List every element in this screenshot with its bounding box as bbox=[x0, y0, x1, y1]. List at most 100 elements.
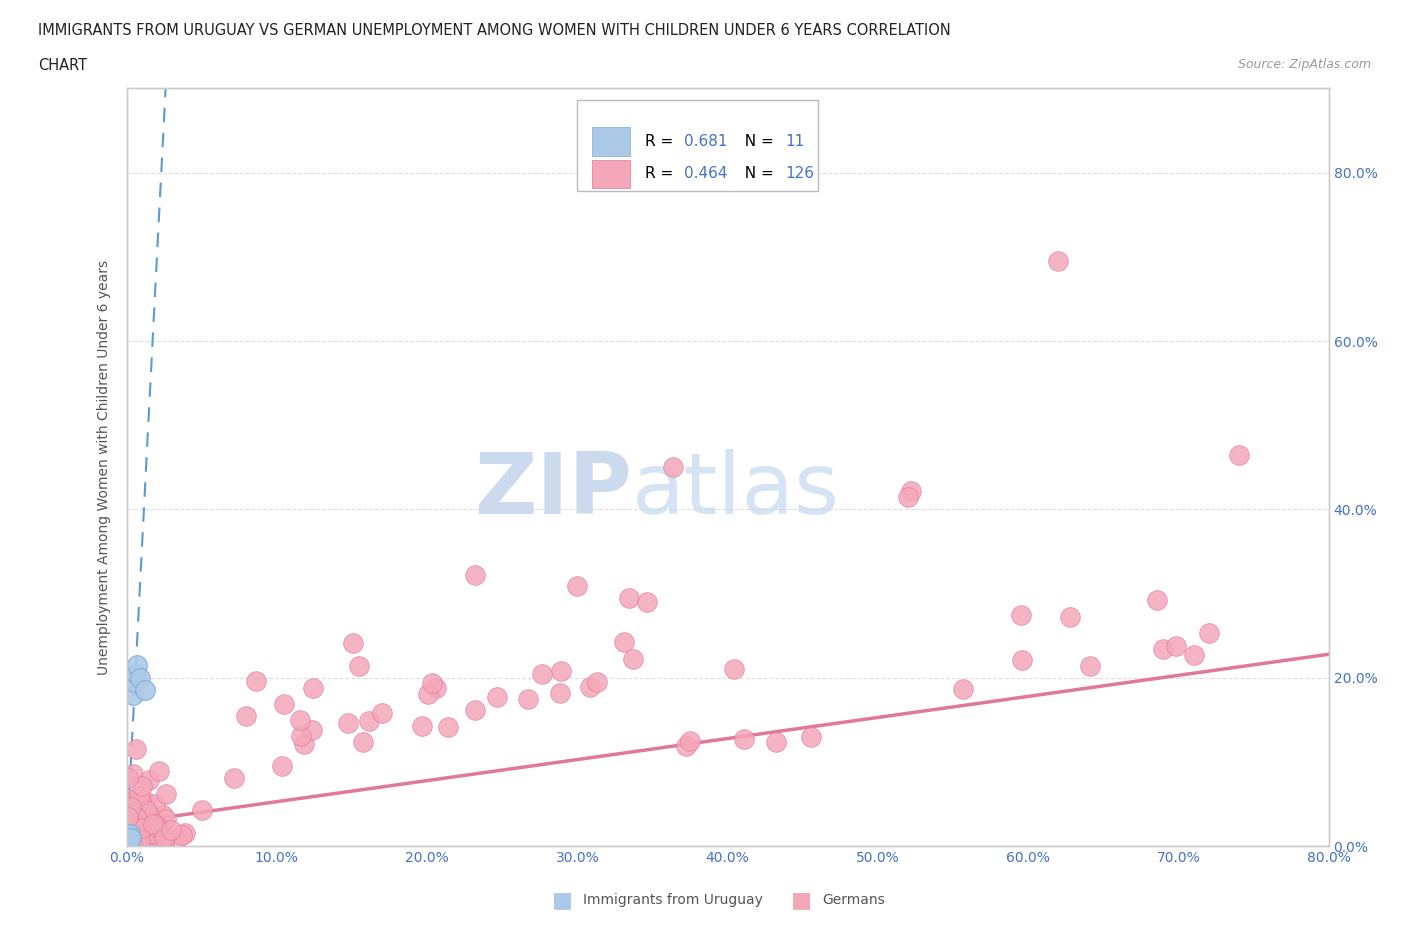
Point bbox=[118, 829, 141, 844]
Point bbox=[273, 697, 295, 711]
Y-axis label: Unemployment Among Women with Children Under 6 years: Unemployment Among Women with Children U… bbox=[97, 259, 111, 675]
Point bbox=[152, 831, 174, 846]
Point bbox=[117, 832, 139, 847]
Point bbox=[733, 731, 755, 746]
Point bbox=[143, 833, 166, 848]
Text: 0.464: 0.464 bbox=[685, 166, 728, 181]
Point bbox=[117, 810, 139, 825]
Point bbox=[271, 759, 294, 774]
Point bbox=[579, 679, 602, 694]
Point bbox=[371, 705, 394, 720]
Point bbox=[153, 833, 176, 848]
Point bbox=[337, 716, 360, 731]
Point bbox=[143, 797, 166, 812]
Point bbox=[129, 829, 152, 844]
Point bbox=[129, 793, 152, 808]
Text: atlas: atlas bbox=[631, 448, 839, 532]
Point bbox=[134, 683, 156, 698]
Point bbox=[135, 832, 157, 847]
Point bbox=[416, 686, 439, 701]
Point bbox=[135, 811, 157, 826]
Point bbox=[1152, 642, 1174, 657]
Point bbox=[121, 687, 143, 702]
Point bbox=[617, 591, 640, 605]
Text: R =: R = bbox=[645, 134, 678, 149]
Point bbox=[155, 829, 177, 844]
Point bbox=[118, 791, 141, 806]
Point bbox=[613, 634, 636, 649]
FancyBboxPatch shape bbox=[592, 127, 630, 156]
Point bbox=[131, 817, 153, 831]
Point bbox=[117, 818, 139, 833]
Point bbox=[636, 595, 658, 610]
Point bbox=[222, 770, 245, 785]
Point bbox=[172, 828, 194, 843]
Point bbox=[117, 795, 139, 810]
Point bbox=[1182, 647, 1205, 662]
Point bbox=[530, 667, 553, 682]
Point bbox=[425, 680, 447, 695]
Point bbox=[122, 819, 145, 834]
Point bbox=[190, 803, 212, 817]
Point bbox=[129, 813, 152, 828]
Point bbox=[301, 723, 323, 737]
Point bbox=[124, 826, 146, 841]
Point bbox=[675, 738, 697, 753]
Point bbox=[124, 666, 146, 681]
Point bbox=[148, 763, 170, 777]
Point bbox=[127, 822, 149, 837]
Point bbox=[1198, 625, 1220, 640]
Point bbox=[550, 664, 572, 679]
Point bbox=[139, 831, 162, 846]
Point bbox=[352, 735, 374, 750]
Point bbox=[1227, 447, 1250, 462]
Point bbox=[129, 671, 152, 685]
Point bbox=[117, 813, 139, 828]
Text: 0.681: 0.681 bbox=[685, 134, 728, 149]
Point bbox=[135, 820, 157, 835]
Text: ZIP: ZIP bbox=[474, 448, 631, 532]
Point bbox=[134, 793, 156, 808]
Point bbox=[155, 787, 177, 802]
Point bbox=[621, 652, 644, 667]
Point bbox=[142, 817, 165, 831]
Text: 11: 11 bbox=[786, 134, 804, 149]
Point bbox=[342, 635, 364, 650]
Point bbox=[120, 799, 142, 814]
Point bbox=[1010, 608, 1032, 623]
Point bbox=[122, 674, 145, 689]
Point bbox=[143, 817, 166, 831]
Point bbox=[765, 735, 787, 750]
Point bbox=[464, 703, 486, 718]
Point bbox=[548, 685, 571, 700]
Point bbox=[142, 827, 165, 842]
Point bbox=[120, 830, 142, 845]
Point bbox=[1146, 592, 1168, 607]
Point bbox=[411, 719, 433, 734]
Text: Source: ZipAtlas.com: Source: ZipAtlas.com bbox=[1237, 58, 1371, 71]
Point bbox=[516, 692, 538, 707]
Point bbox=[900, 484, 922, 498]
Point bbox=[120, 827, 142, 842]
Point bbox=[118, 833, 141, 848]
Point bbox=[1011, 653, 1033, 668]
Point bbox=[152, 807, 174, 822]
Point bbox=[131, 810, 153, 825]
Text: ■: ■ bbox=[553, 890, 572, 910]
Point bbox=[128, 789, 150, 804]
Text: R =: R = bbox=[645, 166, 678, 181]
Point bbox=[117, 770, 139, 785]
Point bbox=[121, 828, 143, 843]
Text: CHART: CHART bbox=[38, 58, 87, 73]
Point bbox=[148, 821, 170, 836]
Point bbox=[117, 820, 139, 835]
Text: Germans: Germans bbox=[823, 893, 886, 908]
Point bbox=[118, 826, 141, 841]
Point bbox=[1059, 610, 1081, 625]
Point bbox=[436, 720, 458, 735]
Point bbox=[118, 827, 141, 842]
Text: IMMIGRANTS FROM URUGUAY VS GERMAN UNEMPLOYMENT AMONG WOMEN WITH CHILDREN UNDER 6: IMMIGRANTS FROM URUGUAY VS GERMAN UNEMPL… bbox=[38, 23, 950, 38]
Point bbox=[127, 817, 149, 831]
Point bbox=[565, 578, 588, 593]
Point bbox=[117, 834, 139, 849]
